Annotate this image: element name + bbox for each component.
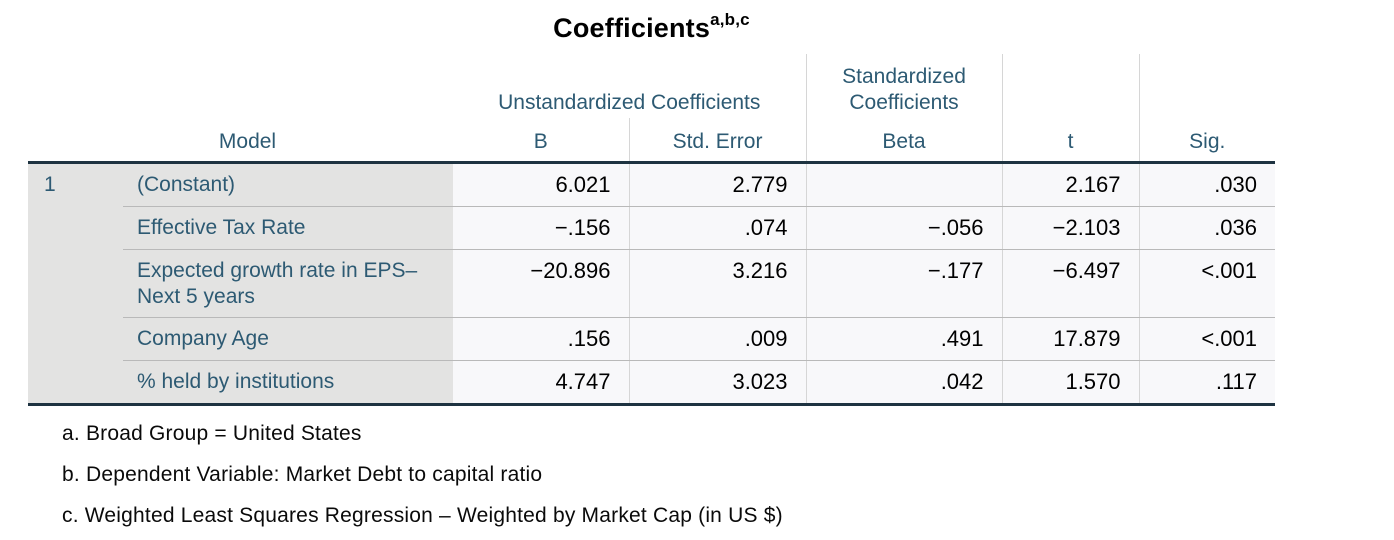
cell-b: .156 [453, 317, 629, 362]
column-header-t: t [1002, 118, 1140, 164]
cell-t: 1.570 [1001, 360, 1140, 407]
group-header-row: Unstandardized Coefficients Standardized… [28, 54, 1276, 118]
table-title-superscript: a,b,c [710, 10, 750, 29]
cell-sig: .036 [1138, 206, 1276, 250]
cell-b: 6.021 [453, 162, 629, 207]
cell-beta: −.177 [805, 249, 1003, 319]
cell-beta: .491 [805, 317, 1003, 362]
table-row-effective-tax-rate: Effective Tax Rate −.156 .074 −.056 −2.1… [28, 206, 1276, 250]
model-number-cell: 1 [28, 162, 123, 407]
cell-sig: <.001 [1138, 317, 1276, 362]
cell-sig: .030 [1138, 162, 1276, 207]
cell-sig: .117 [1138, 360, 1276, 407]
column-header-row: Model B Std. Error Beta t Sig. [28, 118, 1276, 164]
cell-std-error: .009 [628, 317, 807, 362]
table-title: Coefficientsa,b,c [28, 0, 1275, 44]
group-header-standardized: Standardized Coefficients [806, 54, 1003, 118]
cell-b: 4.747 [453, 360, 629, 407]
cell-t: −2.103 [1001, 206, 1140, 250]
cell-beta: −.056 [805, 206, 1003, 250]
column-header-std-error: Std. Error [629, 118, 807, 164]
cell-std-error: 3.216 [628, 249, 807, 319]
coefficients-table: Unstandardized Coefficients Standardized… [28, 54, 1276, 407]
group-header-unstandardized: Unstandardized Coefficients [453, 54, 807, 118]
table-row-held-by-institutions: % held by institutions 4.747 3.023 .042 … [28, 360, 1276, 407]
cell-t: −6.497 [1001, 249, 1140, 319]
header-spacer-t [1002, 54, 1140, 118]
column-header-b: B [453, 118, 630, 164]
table-body: 1 (Constant) 6.021 2.779 2.167 .030 Effe… [28, 162, 1276, 407]
cell-std-error: 3.023 [628, 360, 807, 407]
cell-sig: <.001 [1138, 249, 1276, 319]
table-title-text: Coefficients [553, 13, 711, 43]
row-label: % held by institutions [123, 360, 453, 407]
header-spacer-sig [1139, 54, 1276, 118]
cell-beta: .042 [805, 360, 1003, 407]
cell-b: −20.896 [453, 249, 629, 319]
table-header: Unstandardized Coefficients Standardized… [28, 54, 1276, 164]
row-label: Expected growth rate in EPS– Next 5 year… [123, 249, 453, 319]
row-label: (Constant) [123, 162, 453, 207]
footnote-a: a. Broad Group = United States [62, 422, 362, 446]
row-label: Company Age [123, 317, 453, 362]
header-spacer-model [28, 54, 453, 118]
cell-beta [805, 162, 1003, 207]
table-row-company-age: Company Age .156 .009 .491 17.879 <.001 [28, 317, 1276, 362]
cell-std-error: 2.779 [628, 162, 807, 207]
footnote-b: b. Dependent Variable: Market Debt to ca… [62, 463, 543, 487]
cell-t: 2.167 [1001, 162, 1140, 207]
column-header-sig: Sig. [1139, 118, 1276, 164]
column-header-model: Model [28, 118, 453, 164]
table-row-expected-growth: Expected growth rate in EPS– Next 5 year… [28, 249, 1276, 319]
cell-t: 17.879 [1001, 317, 1140, 362]
table-footnotes: a. Broad Group = United States b. Depend… [62, 422, 1394, 528]
cell-b: −.156 [453, 206, 629, 250]
cell-std-error: .074 [628, 206, 807, 250]
table-row-constant: 1 (Constant) 6.021 2.779 2.167 .030 [28, 162, 1276, 407]
row-label: Effective Tax Rate [123, 206, 453, 250]
column-header-beta: Beta [806, 118, 1003, 164]
footnote-c: c. Weighted Least Squares Regression – W… [62, 504, 783, 528]
